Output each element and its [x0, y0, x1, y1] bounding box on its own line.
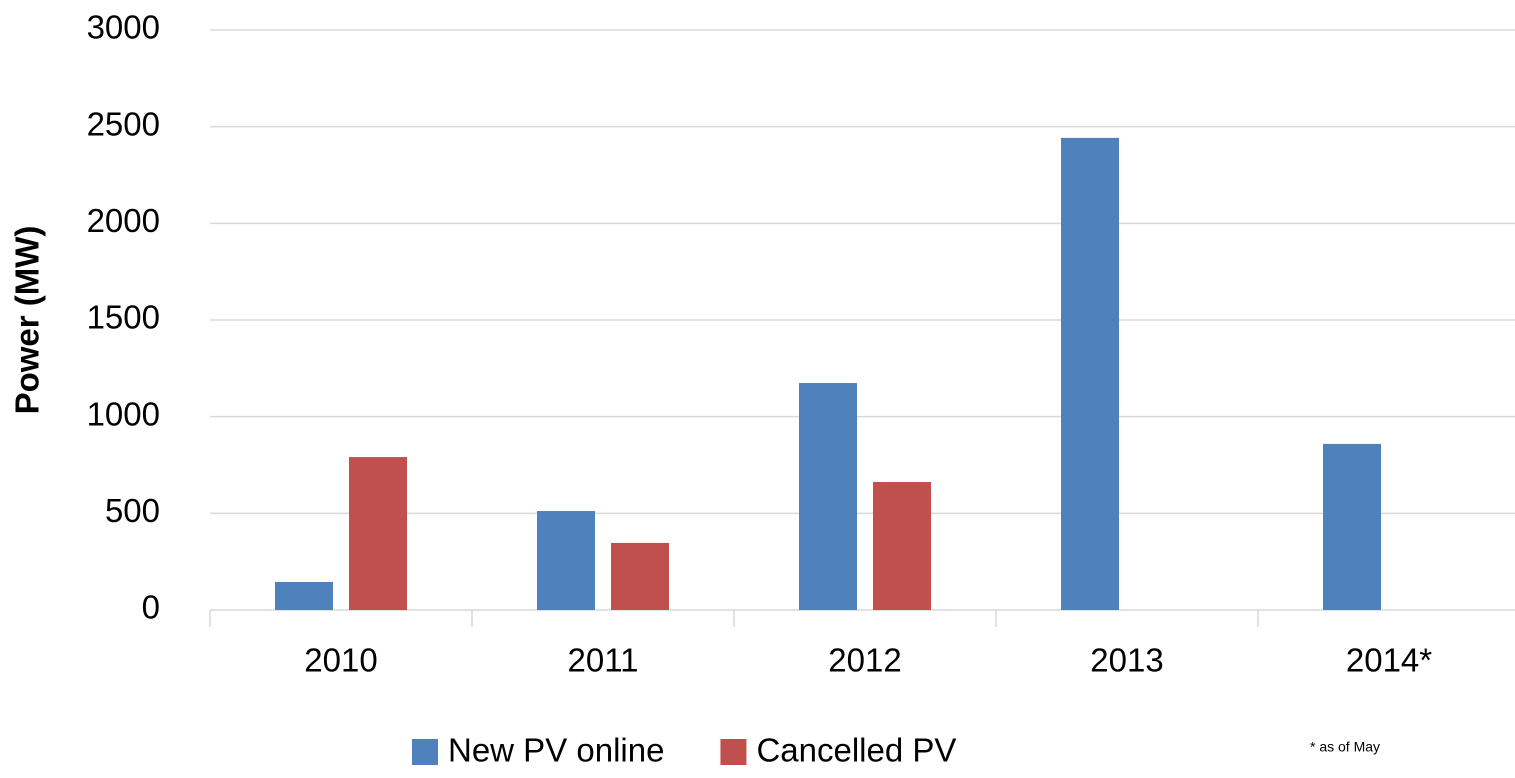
legend-label: New PV online	[448, 732, 664, 769]
y-tick-label: 1500	[87, 299, 160, 336]
bar	[537, 511, 595, 610]
x-tick-label: 2010	[304, 642, 377, 679]
x-tick-label: 2013	[1090, 642, 1163, 679]
y-tick-label: 2500	[87, 105, 160, 142]
y-axis-label: Power (MW)	[9, 226, 46, 415]
legend-swatch	[412, 739, 438, 765]
y-tick-label: 3000	[87, 9, 160, 46]
y-tick-label: 500	[105, 492, 160, 529]
bar	[349, 457, 407, 610]
bar	[611, 542, 669, 610]
bar	[873, 482, 931, 610]
bar	[1323, 443, 1381, 610]
bar	[799, 383, 857, 610]
bar	[275, 581, 333, 610]
bar	[1061, 137, 1119, 610]
y-tick-label: 0	[142, 589, 160, 626]
x-tick-label: 2014*	[1346, 642, 1432, 679]
x-tick-label: 2012	[828, 642, 901, 679]
y-tick-label: 2000	[87, 202, 160, 239]
y-tick-label: 1000	[87, 395, 160, 432]
x-tick-label: 2011	[568, 642, 639, 679]
annotation: * as of May	[1310, 739, 1380, 755]
legend-swatch	[720, 739, 747, 765]
legend-label: Cancelled PV	[756, 732, 956, 769]
